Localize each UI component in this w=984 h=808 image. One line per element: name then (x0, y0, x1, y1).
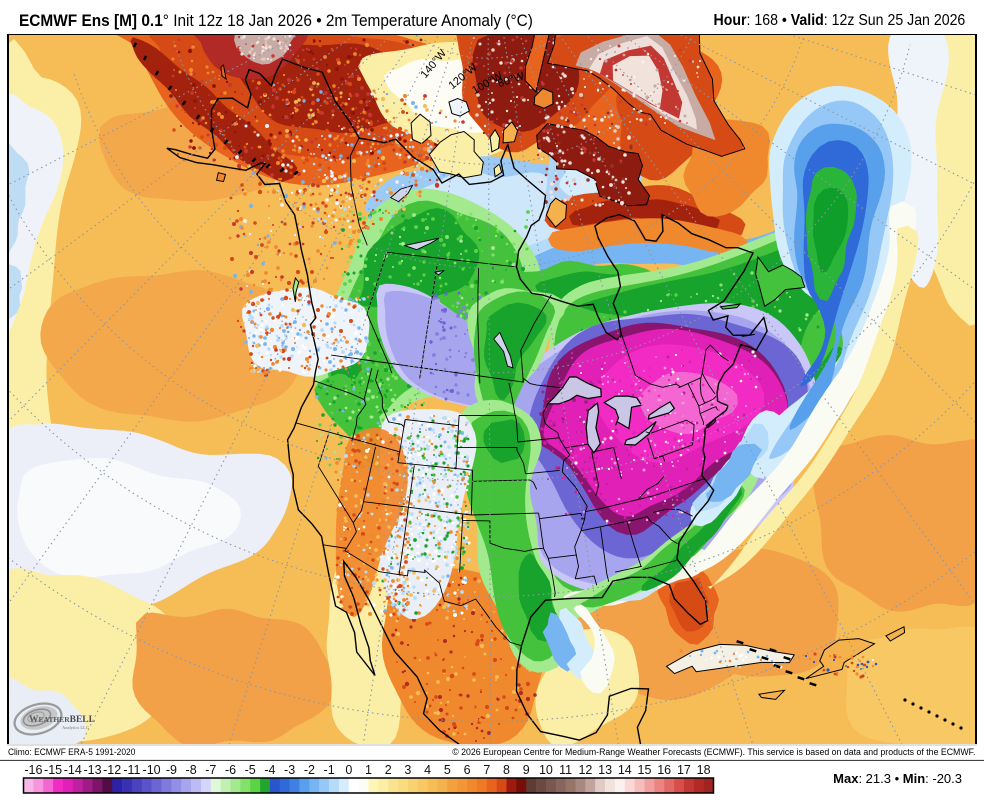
svg-text:WEATHERBELL: WEATHERBELL (29, 715, 95, 725)
svg-text:Analytics LLC: Analytics LLC (62, 725, 89, 730)
